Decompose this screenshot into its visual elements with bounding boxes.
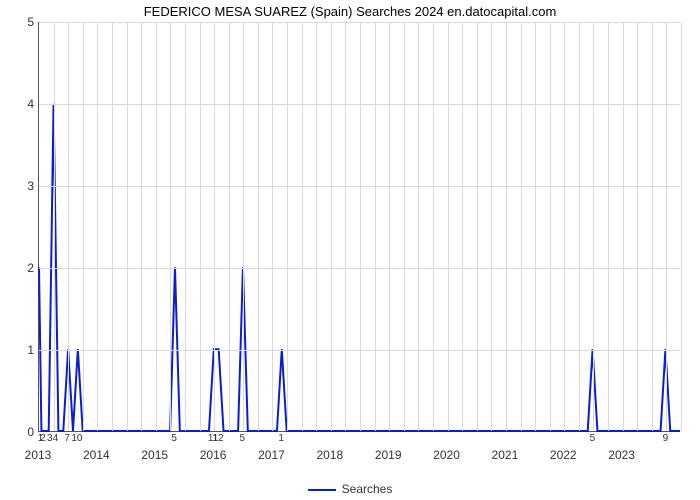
- grid-line-v: [448, 22, 449, 431]
- grid-line-v: [418, 22, 419, 431]
- chart-title: FEDERICO MESA SUAREZ (Spain) Searches 20…: [0, 4, 700, 19]
- grid-line-v: [477, 22, 478, 431]
- grid-line-v: [404, 22, 405, 431]
- grid-line-v: [112, 22, 113, 431]
- point-label: 1: [278, 433, 284, 444]
- grid-line-v: [637, 22, 638, 431]
- grid-line-v: [433, 22, 434, 431]
- point-label: 34: [47, 433, 58, 444]
- x-tick-label: 2021: [492, 448, 519, 462]
- x-tick-label: 2015: [141, 448, 168, 462]
- grid-line-v: [360, 22, 361, 431]
- point-label: 5: [239, 433, 245, 444]
- x-tick-label: 2023: [608, 448, 635, 462]
- grid-line-v: [214, 22, 215, 431]
- grid-line-v: [83, 22, 84, 431]
- grid-line-v: [97, 22, 98, 431]
- grid-line-v: [170, 22, 171, 431]
- grid-line-v: [141, 22, 142, 431]
- point-label: 7: [64, 433, 70, 444]
- x-tick-label: 2013: [25, 448, 52, 462]
- x-tick-label: 2022: [550, 448, 577, 462]
- grid-line-v: [258, 22, 259, 431]
- grid-line-v: [550, 22, 551, 431]
- y-tick-label: 2: [4, 261, 34, 275]
- grid-line-v: [535, 22, 536, 431]
- legend: Searches: [0, 482, 700, 496]
- grid-line-v: [54, 22, 55, 431]
- point-label: 9: [663, 433, 669, 444]
- grid-line-v: [506, 22, 507, 431]
- x-tick-label: 2020: [433, 448, 460, 462]
- grid-line-v: [331, 22, 332, 431]
- grid-line-v: [272, 22, 273, 431]
- point-label: 10: [71, 433, 82, 444]
- y-tick-label: 0: [4, 425, 34, 439]
- legend-swatch: [308, 489, 336, 491]
- grid-line-v: [564, 22, 565, 431]
- x-tick-label: 2016: [200, 448, 227, 462]
- grid-line-v: [491, 22, 492, 431]
- x-tick-label: 2018: [316, 448, 343, 462]
- grid-line-v: [287, 22, 288, 431]
- grid-line-v: [521, 22, 522, 431]
- y-tick-label: 1: [4, 343, 34, 357]
- grid-line-v: [302, 22, 303, 431]
- grid-line-v: [200, 22, 201, 431]
- grid-line-v: [652, 22, 653, 431]
- grid-line-v: [229, 22, 230, 431]
- grid-line-v: [608, 22, 609, 431]
- grid-line-v: [127, 22, 128, 431]
- x-tick-label: 2014: [83, 448, 110, 462]
- plot-area: [38, 22, 680, 432]
- grid-line-v: [375, 22, 376, 431]
- y-tick-label: 5: [4, 15, 34, 29]
- grid-line-v: [462, 22, 463, 431]
- grid-line-v: [345, 22, 346, 431]
- grid-line-v: [185, 22, 186, 431]
- grid-line-v: [389, 22, 390, 431]
- grid-line-v: [156, 22, 157, 431]
- point-label: 2: [40, 433, 46, 444]
- grid-line-v: [316, 22, 317, 431]
- grid-line-v: [623, 22, 624, 431]
- point-label: 12: [212, 433, 223, 444]
- legend-label: Searches: [342, 482, 393, 496]
- y-tick-label: 3: [4, 179, 34, 193]
- chart-container: FEDERICO MESA SUAREZ (Spain) Searches 20…: [0, 0, 700, 500]
- x-tick-label: 2019: [375, 448, 402, 462]
- grid-line-v: [593, 22, 594, 431]
- grid-line-v: [579, 22, 580, 431]
- x-tick-label: 2017: [258, 448, 285, 462]
- point-label: 5: [590, 433, 596, 444]
- grid-line-v: [243, 22, 244, 431]
- grid-line-v: [666, 22, 667, 431]
- point-label: 5: [171, 433, 177, 444]
- grid-line-v: [681, 22, 682, 431]
- grid-line-v: [68, 22, 69, 431]
- y-tick-label: 4: [4, 97, 34, 111]
